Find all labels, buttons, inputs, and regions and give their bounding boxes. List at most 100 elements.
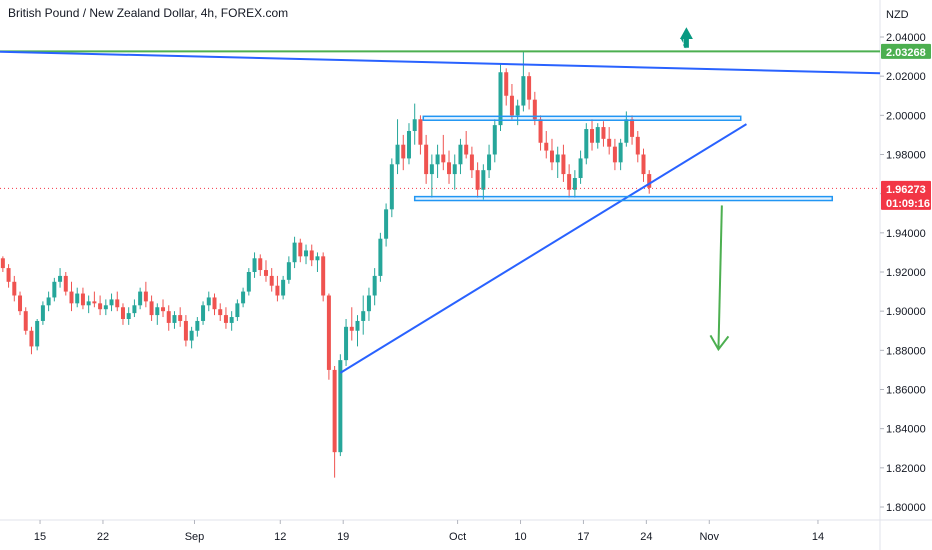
time-tick-label: 12 [274,531,286,543]
candle-body [275,285,280,296]
candle-body [98,303,103,310]
candle-body [195,320,200,331]
candle-body [189,330,194,341]
candle-body [630,119,635,137]
candle-body [52,281,57,298]
candle-body [618,142,623,163]
candle-body [332,369,337,453]
price-tick-label: 1.92000 [886,267,926,279]
candle-body [161,307,166,312]
candle-body [58,275,63,282]
candle-body [441,154,446,163]
candle-body [326,295,331,370]
price-tick-label: 2.00000 [886,110,926,122]
candle-body [206,297,211,306]
time-tick-label: Sep [185,531,205,543]
last-price-tag-text: 1.96273 [886,184,926,196]
price-tick-label: 2.04000 [886,32,926,44]
candle-body [46,297,51,306]
price-tick-label: 1.88000 [886,345,926,357]
candle-body [498,72,503,126]
candle-body [178,315,183,321]
candle-body [298,242,303,257]
candle-body [601,127,606,139]
level-price-tag-text: 2.03268 [886,47,926,59]
candle-body [338,360,343,453]
candle-body [315,256,320,261]
ascending-trend-line[interactable] [339,123,747,374]
candle-body [0,258,5,269]
level-price-tag: 2.03268 [881,43,931,59]
last-price-tag: 1.96273 01:09:16 [881,180,931,210]
chart-title: British Pound / New Zealand Dollar, 4h, … [8,6,289,20]
candle-body [504,72,509,96]
candle-body [115,299,120,308]
candle-body [172,315,177,323]
candle-body [292,242,297,263]
candle-body [132,305,137,314]
candle-body [35,320,40,347]
candle-body [452,164,457,175]
drawings-layer[interactable] [0,27,881,374]
candle-body [481,170,486,190]
candle-body [532,99,537,120]
candle-body [464,144,469,155]
candle-body [384,209,389,239]
candle-body [143,291,148,302]
resistance-zone[interactable] [422,115,742,121]
candle-body [69,291,74,304]
candle-body [149,301,154,316]
time-tick-label: 14 [812,531,824,543]
candle-body [212,297,217,310]
candle-body [647,174,652,188]
time-tick-label: 19 [337,531,349,543]
candle-body [389,164,394,210]
time-axis[interactable]: 15 22 Sep 12 19 Oct 10 17 24 Nov 14 [34,520,824,543]
candle-body [63,275,68,292]
price-tick-label: 1.80000 [886,502,926,514]
candle-body [527,76,532,100]
candle-body [435,154,440,165]
candle-body [258,258,263,271]
level-price-tag-bg [881,43,931,59]
candle-body [492,125,497,155]
candle-body [372,275,377,296]
price-axis[interactable]: NZD2.040002.020002.000001.980001.960001.… [880,9,931,514]
candle-body [138,291,143,306]
support-zone[interactable] [413,195,834,202]
time-tick-label: 17 [577,531,589,543]
candle-body [406,131,411,159]
time-tick-label: 22 [97,531,109,543]
candle-body [378,238,383,276]
candle-body [166,311,171,323]
candle-body [475,170,480,190]
candle-body [12,281,17,296]
candle-body [23,311,28,331]
candle-body [223,315,228,323]
candle-body [395,144,400,165]
candle-body [252,258,257,272]
candle-body [92,301,97,304]
candle-body [447,162,452,175]
candle-body [109,299,114,306]
time-tick-label: 15 [34,531,46,543]
candle-body [607,138,612,147]
candle-body [424,144,429,175]
descending-trend-line[interactable] [0,50,881,75]
candle-body [458,144,463,165]
candle-body [235,303,240,318]
candle-body [155,307,160,316]
candle-body [229,317,234,323]
price-tick-label: 1.94000 [886,228,926,240]
candle-body [321,256,326,296]
price-tick-label: 2.02000 [886,71,926,83]
candle-body [412,119,417,131]
last-price-tag-text: 01:09:16 [886,198,930,210]
candle-body [201,305,206,321]
candle-body [183,320,188,341]
candle-body [6,268,11,282]
candle-body [584,129,589,159]
candle-body [75,293,80,304]
candle-body [80,293,85,306]
